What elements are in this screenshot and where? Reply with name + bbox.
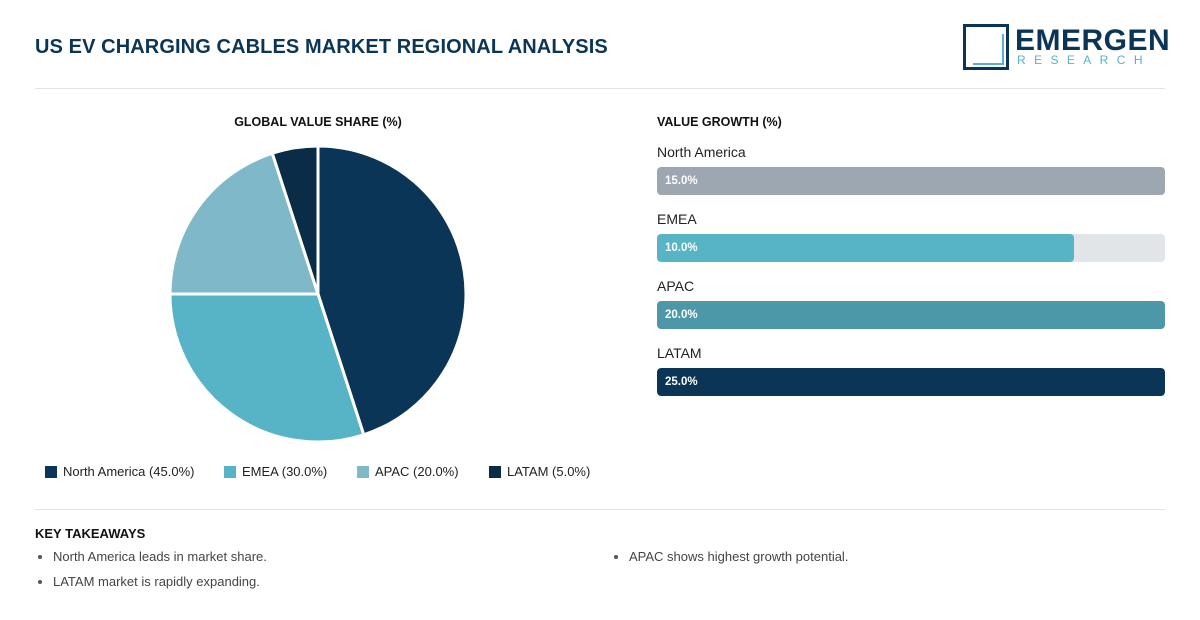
legend-swatch — [45, 465, 57, 478]
bar-value-label: 15.0% — [665, 175, 698, 187]
legend-label: LATAM (5.0%) — [507, 464, 591, 479]
pie-chart-title: GLOBAL VALUE SHARE (%) — [234, 115, 402, 129]
bar-row-emea: EMEA 10.0% — [657, 210, 1165, 262]
emergen-logo: EMERGEN RESEARCH — [963, 24, 1170, 72]
pie-slice-apac — [168, 151, 321, 296]
bar-row-north-america: North America 15.0% — [657, 143, 1165, 195]
bar-label: LATAM — [657, 345, 702, 361]
pie-chart — [168, 144, 468, 444]
bar-row-latam: LATAM 25.0% — [657, 344, 1165, 396]
takeaway-item: North America leads in market share. — [35, 548, 267, 573]
page-title: US EV CHARGING CABLES MARKET REGIONAL AN… — [35, 36, 608, 58]
bar-track: 10.0% — [657, 234, 1165, 262]
takeaways-list-left: North America leads in market share. LAT… — [35, 548, 267, 598]
bar-label: EMEA — [657, 211, 697, 227]
takeaways-list-right: APAC shows highest growth potential. — [611, 548, 848, 573]
bar-fill — [657, 368, 1165, 396]
bar-value-label: 10.0% — [665, 242, 698, 254]
header: US EV CHARGING CABLES MARKET REGIONAL AN… — [35, 0, 1170, 89]
logo-subtitle: RESEARCH — [1017, 53, 1151, 67]
pie-slice-north-america — [316, 144, 468, 437]
bar-track: 20.0% — [657, 301, 1165, 329]
legend-item-emea: EMEA (30.0%) — [224, 464, 327, 479]
bar-row-apac: APAC 20.0% — [657, 277, 1165, 329]
legend-swatch — [489, 465, 501, 478]
key-takeaways-title: KEY TAKEAWAYS — [35, 526, 146, 541]
pie-slice-emea — [168, 292, 366, 444]
logo-mark-icon — [963, 24, 1009, 70]
section-divider — [35, 509, 1165, 510]
bar-fill — [657, 234, 1074, 262]
bar-value-label: 25.0% — [665, 376, 698, 388]
legend-swatch — [357, 465, 369, 478]
bar-label: North America — [657, 144, 746, 160]
legend-item-apac: APAC (20.0%) — [357, 464, 459, 479]
takeaway-item: LATAM market is rapidly expanding. — [35, 573, 267, 598]
logo-wordmark: EMERGEN — [1015, 24, 1171, 57]
legend-label: EMEA (30.0%) — [242, 464, 328, 479]
bar-track: 15.0% — [657, 167, 1165, 195]
legend-label: North America (45.0%) — [63, 464, 195, 479]
growth-chart-title: VALUE GROWTH (%) — [657, 115, 782, 129]
takeaway-item: APAC shows highest growth potential. — [611, 548, 848, 573]
bar-fill — [657, 167, 1165, 195]
legend-item-latam: LATAM (5.0%) — [489, 464, 590, 479]
pie-slice-latam — [270, 144, 320, 295]
bar-track: 25.0% — [657, 368, 1165, 396]
bar-label: APAC — [657, 278, 695, 294]
bar-value-label: 20.0% — [665, 309, 698, 321]
legend-swatch — [224, 465, 236, 478]
legend-label: APAC (20.0%) — [375, 464, 459, 479]
legend-item-north-america: North America (45.0%) — [45, 464, 195, 479]
bar-fill — [657, 301, 1165, 329]
